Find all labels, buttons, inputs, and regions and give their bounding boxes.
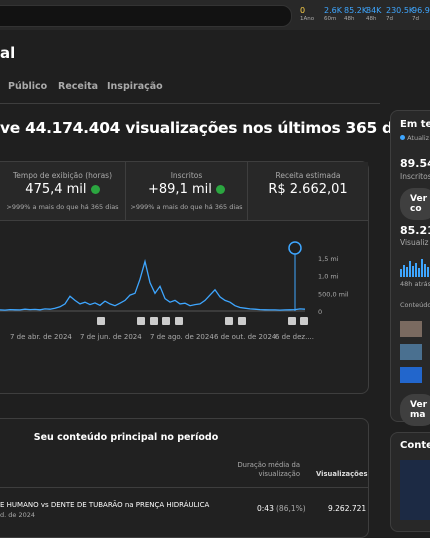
metric-note: >999% a mais do que há 365 dias bbox=[130, 203, 243, 211]
event-icon bbox=[137, 317, 145, 325]
metric-label: Receita estimada bbox=[275, 171, 341, 180]
side-views-label: Visualiz bbox=[400, 238, 429, 247]
metric-label: Inscritos bbox=[170, 171, 203, 180]
search-box[interactable] bbox=[0, 5, 292, 27]
tab[interactable]: Receita bbox=[58, 81, 99, 92]
stat-label: 48h bbox=[366, 16, 377, 22]
event-icon bbox=[150, 317, 158, 325]
views: 9.262.721 bbox=[328, 504, 367, 513]
up-icon bbox=[216, 185, 225, 194]
tab[interactable]: Público bbox=[8, 81, 48, 92]
metric-value-text: +89,1 mil bbox=[148, 182, 212, 197]
section-title: Seu conteúdo principal no período bbox=[33, 432, 219, 443]
divider bbox=[0, 103, 380, 104]
metric-note: >999% a mais do que há 365 dias bbox=[6, 203, 119, 211]
side-button[interactable]: Ver co bbox=[400, 188, 430, 220]
stat-label: 48h bbox=[344, 16, 355, 22]
event-icon bbox=[110, 317, 118, 325]
event-icon bbox=[288, 317, 296, 325]
side-updated-text: Atualiz bbox=[407, 134, 430, 142]
mini-bar bbox=[424, 264, 426, 277]
metric-value: +89,1 mil bbox=[126, 182, 247, 197]
stat-label: 7d bbox=[386, 16, 393, 22]
headline: ve 44.174.404 visualizações nos últimos … bbox=[0, 119, 417, 137]
mini-bar bbox=[415, 263, 417, 277]
duration: 0:43 bbox=[257, 504, 274, 513]
metric-label: Tempo de exibição (horas) bbox=[12, 171, 113, 180]
side-button[interactable]: Ver ma bbox=[400, 394, 430, 426]
side-updated: Atualiz bbox=[400, 134, 429, 142]
side-subs: 89.547 bbox=[400, 157, 430, 170]
separator bbox=[247, 162, 248, 220]
side-content: Conteúdo bbox=[400, 301, 430, 309]
mini-bar bbox=[403, 265, 405, 277]
stat-label: 60m bbox=[324, 16, 337, 22]
thumbnail bbox=[400, 321, 422, 337]
stat-value: 96.9K bbox=[412, 6, 430, 15]
x-tick-label: 7 de abr. de 2024 bbox=[10, 333, 72, 341]
mini-bar bbox=[418, 268, 420, 277]
stat-value: 85.2K bbox=[344, 6, 368, 15]
x-tick-label: 6 de dez.... bbox=[275, 333, 314, 341]
stat-value: 0 bbox=[300, 6, 306, 15]
side-subs-label: Inscritos bbox=[400, 172, 430, 181]
views-line bbox=[0, 258, 306, 311]
side-views: 85.216 bbox=[400, 224, 430, 237]
video-title: E HUMANO vs DENTE DE TUBARÃO na PRENÇA H… bbox=[0, 501, 210, 509]
metric-value: 475,4 mil bbox=[0, 182, 125, 197]
stat-value: 230.5K bbox=[386, 6, 415, 15]
metrics-row bbox=[0, 162, 368, 221]
x-tick-label: 6 de out. de 2024 bbox=[214, 333, 277, 341]
up-icon bbox=[90, 185, 100, 194]
mini-bar bbox=[421, 259, 423, 277]
thumbnail bbox=[400, 367, 422, 383]
mini-bar bbox=[409, 261, 411, 277]
metric-value: R$ 2.662,01 bbox=[268, 182, 348, 197]
separator bbox=[125, 162, 126, 220]
stat-label: 7d bbox=[412, 16, 419, 22]
event-icon bbox=[97, 317, 105, 325]
event-icon bbox=[198, 317, 206, 325]
side-ago: 48h atrás bbox=[400, 280, 430, 288]
stat-value: 2.6K bbox=[324, 6, 342, 15]
percent: (86,1%) bbox=[276, 504, 306, 513]
card-title: Conteú bbox=[400, 440, 430, 451]
live-dot bbox=[400, 135, 405, 140]
mini-bar bbox=[406, 267, 408, 277]
event-icon bbox=[300, 317, 308, 325]
x-tick-label: 7 de jun. de 2024 bbox=[80, 333, 142, 341]
y-tick-label: 0 bbox=[318, 308, 322, 316]
mini-bar bbox=[400, 269, 402, 277]
page-title: al bbox=[0, 44, 16, 62]
page: 01Ano2.6K60m85.2K48h84K48h230.5K7d96.9K7… bbox=[0, 5, 430, 538]
thumbnail bbox=[400, 344, 422, 360]
video-date: d. de 2024 bbox=[0, 511, 35, 519]
divider bbox=[0, 487, 368, 488]
y-tick-label: 1,5 mi bbox=[318, 255, 339, 263]
event-icon bbox=[238, 317, 246, 325]
metric-value-text: 475,4 mil bbox=[25, 182, 87, 197]
mini-bar bbox=[427, 267, 429, 277]
x-tick-label: 7 de ago. de 2024 bbox=[150, 333, 214, 341]
mini-bar bbox=[412, 266, 414, 277]
thumbnail bbox=[400, 460, 430, 520]
cursor-icon bbox=[288, 241, 302, 255]
y-tick-label: 1,0 mi bbox=[318, 273, 339, 281]
tab[interactable]: Inspiração bbox=[107, 81, 163, 92]
stat-label: 1Ano bbox=[300, 16, 315, 22]
mini-bars bbox=[400, 259, 429, 277]
event-icon bbox=[162, 317, 170, 325]
y-tick-label: 500,0 mil bbox=[318, 290, 349, 298]
event-icon bbox=[225, 317, 233, 325]
side-title: Em tem bbox=[400, 119, 430, 130]
column-header: Duração média da visualização bbox=[237, 461, 300, 478]
chart: 0 500,0 mil 1,0 mi 1,5 mi 7 de abr. de 2024 7… bbox=[0, 241, 349, 341]
column-header: Visualizações bbox=[316, 470, 368, 478]
stat-value: 84K bbox=[366, 6, 382, 15]
event-icon bbox=[175, 317, 183, 325]
